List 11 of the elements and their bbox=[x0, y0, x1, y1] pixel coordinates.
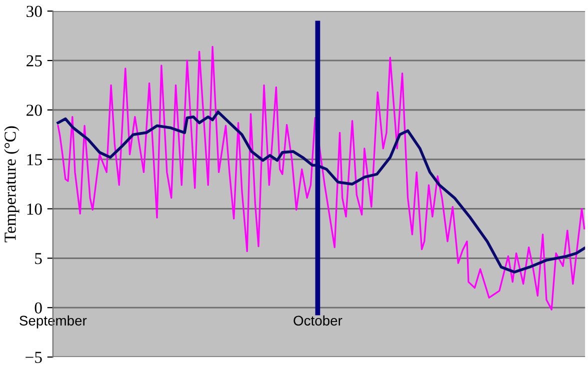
y-tick-label: 10 bbox=[27, 203, 42, 215]
y-tick-label: −5 bbox=[26, 352, 42, 363]
y-tick-label: 15 bbox=[27, 154, 42, 166]
x-tick-label: September bbox=[20, 315, 87, 328]
y-axis-title: Temperature (°C) bbox=[4, 126, 20, 242]
y-tick-label: 25 bbox=[26, 55, 42, 66]
y-tick-label: 20 bbox=[26, 104, 42, 116]
y-tick-label: 5 bbox=[35, 253, 42, 264]
x-tick-label: October bbox=[294, 315, 342, 326]
y-tick-label: 30 bbox=[26, 6, 42, 18]
y-tick-label: 0 bbox=[34, 302, 42, 314]
